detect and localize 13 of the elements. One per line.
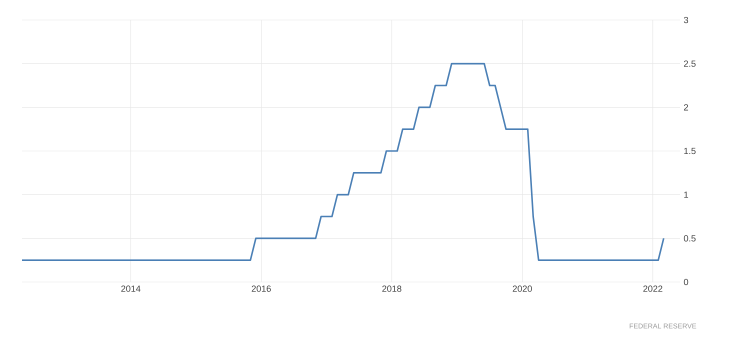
y-tick-label: 2.5 — [684, 60, 696, 67]
x-tick-label: 2022 — [643, 286, 662, 292]
y-tick-label: 0.5 — [684, 235, 696, 242]
y-tick-label: 3 — [684, 16, 688, 24]
line-series — [22, 62, 664, 261]
x-tick-label: 2020 — [512, 286, 532, 292]
y-tick-label: 2 — [684, 104, 688, 110]
y-tick-label: 1.5 — [684, 148, 696, 154]
x-tick-label: 2016 — [252, 286, 271, 292]
x-tick-label: 2014 — [121, 286, 140, 292]
x-tick-label: 2018 — [382, 286, 402, 292]
y-tick-label: 1 — [684, 192, 688, 198]
y-tick-label: 0 — [684, 278, 688, 286]
